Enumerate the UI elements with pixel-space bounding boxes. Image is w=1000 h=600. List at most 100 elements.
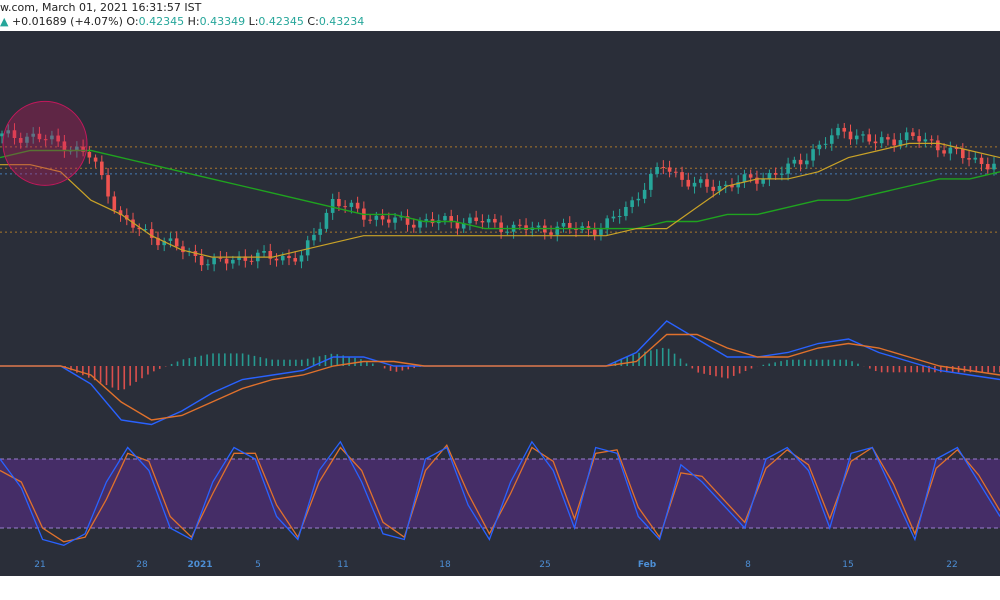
candle-body: [243, 256, 248, 261]
candle-body: [611, 216, 616, 219]
candle-body: [168, 238, 173, 241]
candle-body: [393, 217, 397, 223]
candle-body: [93, 157, 98, 162]
stoch-k-line: [0, 440, 1000, 546]
candle-body: [399, 216, 404, 218]
candle-body: [449, 216, 454, 223]
candle-body: [518, 224, 522, 226]
candle-body: [624, 206, 628, 217]
candle-body: [742, 174, 747, 183]
candle-body: [231, 259, 235, 264]
candle-body: [886, 137, 890, 140]
price-chart[interactable]: 21 28 2021 5 11 18 25 Feb 8 15 22: [0, 31, 1000, 576]
candle-body: [387, 219, 391, 223]
candle-body: [443, 216, 447, 221]
candle-body: [599, 229, 603, 235]
candle-body: [324, 212, 329, 229]
price-pane[interactable]: [0, 100, 1000, 272]
candle-body: [667, 167, 672, 172]
x-tick-label: 2021: [187, 560, 212, 570]
candle-body: [755, 177, 759, 184]
candle-body: [318, 228, 322, 235]
stoch-d-line: [0, 443, 1000, 543]
candle-body: [181, 246, 185, 253]
x-tick-label: 28: [136, 560, 148, 570]
candle-body: [156, 237, 160, 246]
candle-body: [723, 184, 728, 186]
ma-fast-line: [0, 142, 1000, 258]
candle-body: [218, 257, 223, 259]
candle-body: [12, 130, 17, 138]
candle-body: [455, 222, 460, 229]
candle-body: [929, 139, 934, 141]
candle-body: [605, 218, 609, 230]
candle-body: [686, 179, 691, 187]
candle-body: [854, 135, 859, 140]
candle-body: [792, 159, 797, 164]
x-tick-label: Feb: [638, 560, 657, 570]
candle-body: [911, 132, 915, 137]
candle-body: [0, 133, 4, 137]
candle-body: [748, 174, 753, 178]
candle-body: [505, 231, 510, 233]
stochastic-rsi-pane[interactable]: [0, 440, 1000, 546]
candle-body: [50, 135, 54, 140]
candle-body: [374, 215, 379, 220]
candle-body: [174, 238, 179, 247]
candle-body: [474, 217, 478, 222]
candle-body: [917, 136, 921, 142]
x-tick-label: 11: [337, 560, 348, 570]
candle-body: [25, 136, 29, 143]
candle-body: [711, 186, 716, 191]
highlight-circle: [2, 100, 88, 186]
candle-body: [499, 222, 503, 232]
candle-body: [923, 139, 928, 142]
candle-body: [330, 198, 335, 213]
candle-body: [555, 226, 560, 235]
candle-body: [293, 258, 298, 262]
open-label: O:: [126, 15, 139, 28]
ohlc-bar: ▲ +0.01689 (+4.07%) O:0.42345 H:0.43349 …: [0, 15, 364, 28]
candle-body: [561, 222, 566, 227]
signal-line: [0, 333, 1000, 421]
candle-body: [936, 140, 940, 151]
candle-body: [206, 264, 210, 266]
candle-body: [761, 179, 765, 184]
candle-body: [811, 149, 815, 161]
candle-body: [842, 127, 847, 132]
x-tick-label: 25: [539, 560, 550, 570]
candle-body: [692, 182, 697, 187]
candle-body: [786, 163, 790, 174]
candle-body: [973, 157, 978, 160]
candle-body: [879, 137, 884, 144]
candle-body: [18, 137, 23, 143]
candle-body: [985, 163, 990, 170]
candle-body: [62, 141, 67, 152]
candle-body: [680, 172, 684, 180]
x-tick-label: 21: [34, 560, 45, 570]
candle-body: [461, 223, 466, 229]
candle-body: [817, 144, 822, 150]
candle-body: [661, 167, 666, 169]
macd-pane[interactable]: [0, 320, 1000, 426]
candle-body: [106, 175, 110, 197]
candle-body: [892, 139, 896, 146]
candle-body: [262, 251, 266, 253]
candle-body: [299, 255, 304, 262]
up-arrow-icon: ▲: [0, 15, 9, 28]
candle-body: [967, 158, 971, 160]
candle-body: [867, 134, 872, 142]
candle-body: [979, 157, 984, 164]
candle-body: [149, 229, 154, 238]
candle-body: [549, 232, 553, 235]
candle-body: [674, 171, 678, 173]
candle-body: [767, 173, 772, 180]
close-label: C:: [307, 15, 319, 28]
candle-body: [100, 161, 104, 176]
candle-body: [224, 258, 229, 264]
low-label: L:: [248, 15, 259, 28]
candle-body: [56, 135, 60, 142]
chart-header: w.com, March 01, 2021 16:31:57 IST ▲ +0.…: [0, 0, 1000, 31]
candle-body: [37, 133, 42, 140]
candle-body: [268, 251, 273, 259]
